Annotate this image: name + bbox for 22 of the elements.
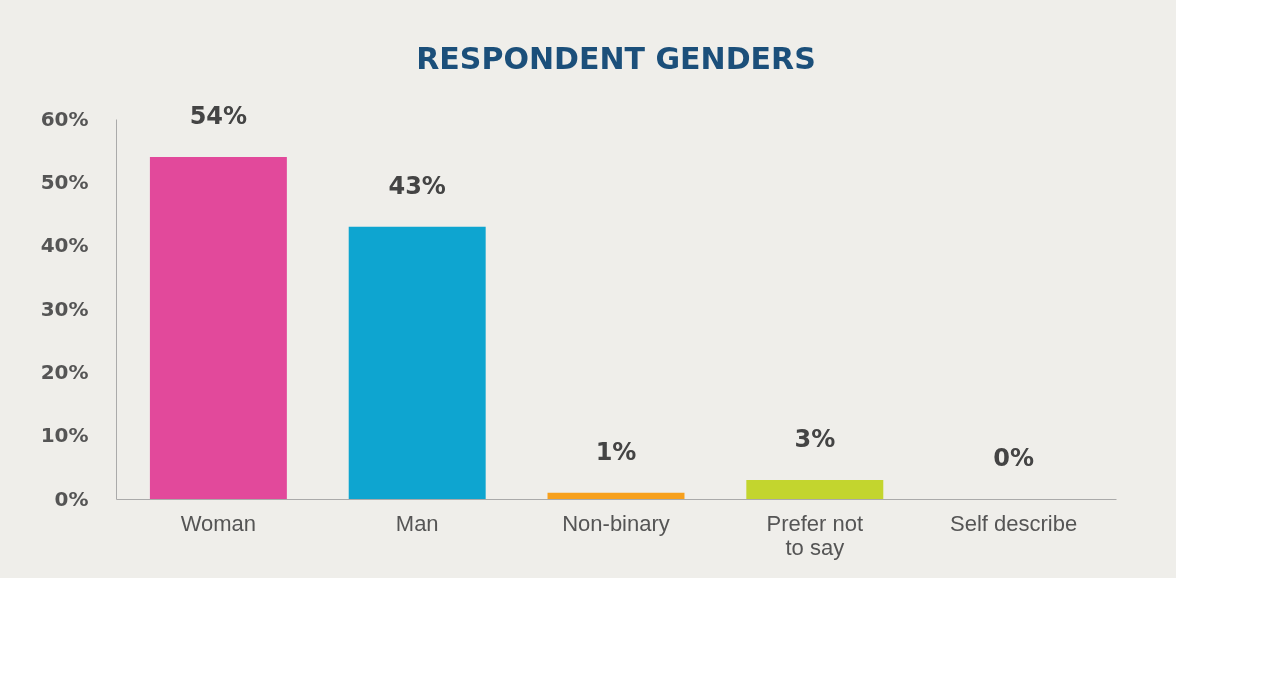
y-tick-label: 0% <box>54 486 89 511</box>
bar <box>348 226 486 499</box>
data-label: 43% <box>388 171 446 200</box>
bar <box>547 492 685 499</box>
y-tick-label: 60% <box>40 106 89 131</box>
data-label: 1% <box>595 437 637 466</box>
bar <box>149 157 287 499</box>
x-tick-label: Prefer not to say <box>766 510 864 560</box>
x-tick-label: Self describe <box>950 510 1078 536</box>
y-tick-label: 50% <box>40 169 89 194</box>
data-label: 3% <box>794 425 836 453</box>
data-label: 0% <box>993 444 1034 472</box>
data-label: 54% <box>189 102 248 130</box>
y-tick-label: 10% <box>40 423 89 448</box>
x-tick-label: Non-binary <box>562 510 670 536</box>
y-tick-label: 30% <box>40 296 89 321</box>
y-tick-label: 20% <box>40 359 89 384</box>
y-tick-label: 40% <box>40 233 89 258</box>
x-tick-label: Man <box>395 510 439 536</box>
chart-title: RESPONDENT GENDERS <box>416 41 816 76</box>
bar <box>746 480 884 499</box>
x-tick-label: Woman <box>180 510 257 536</box>
